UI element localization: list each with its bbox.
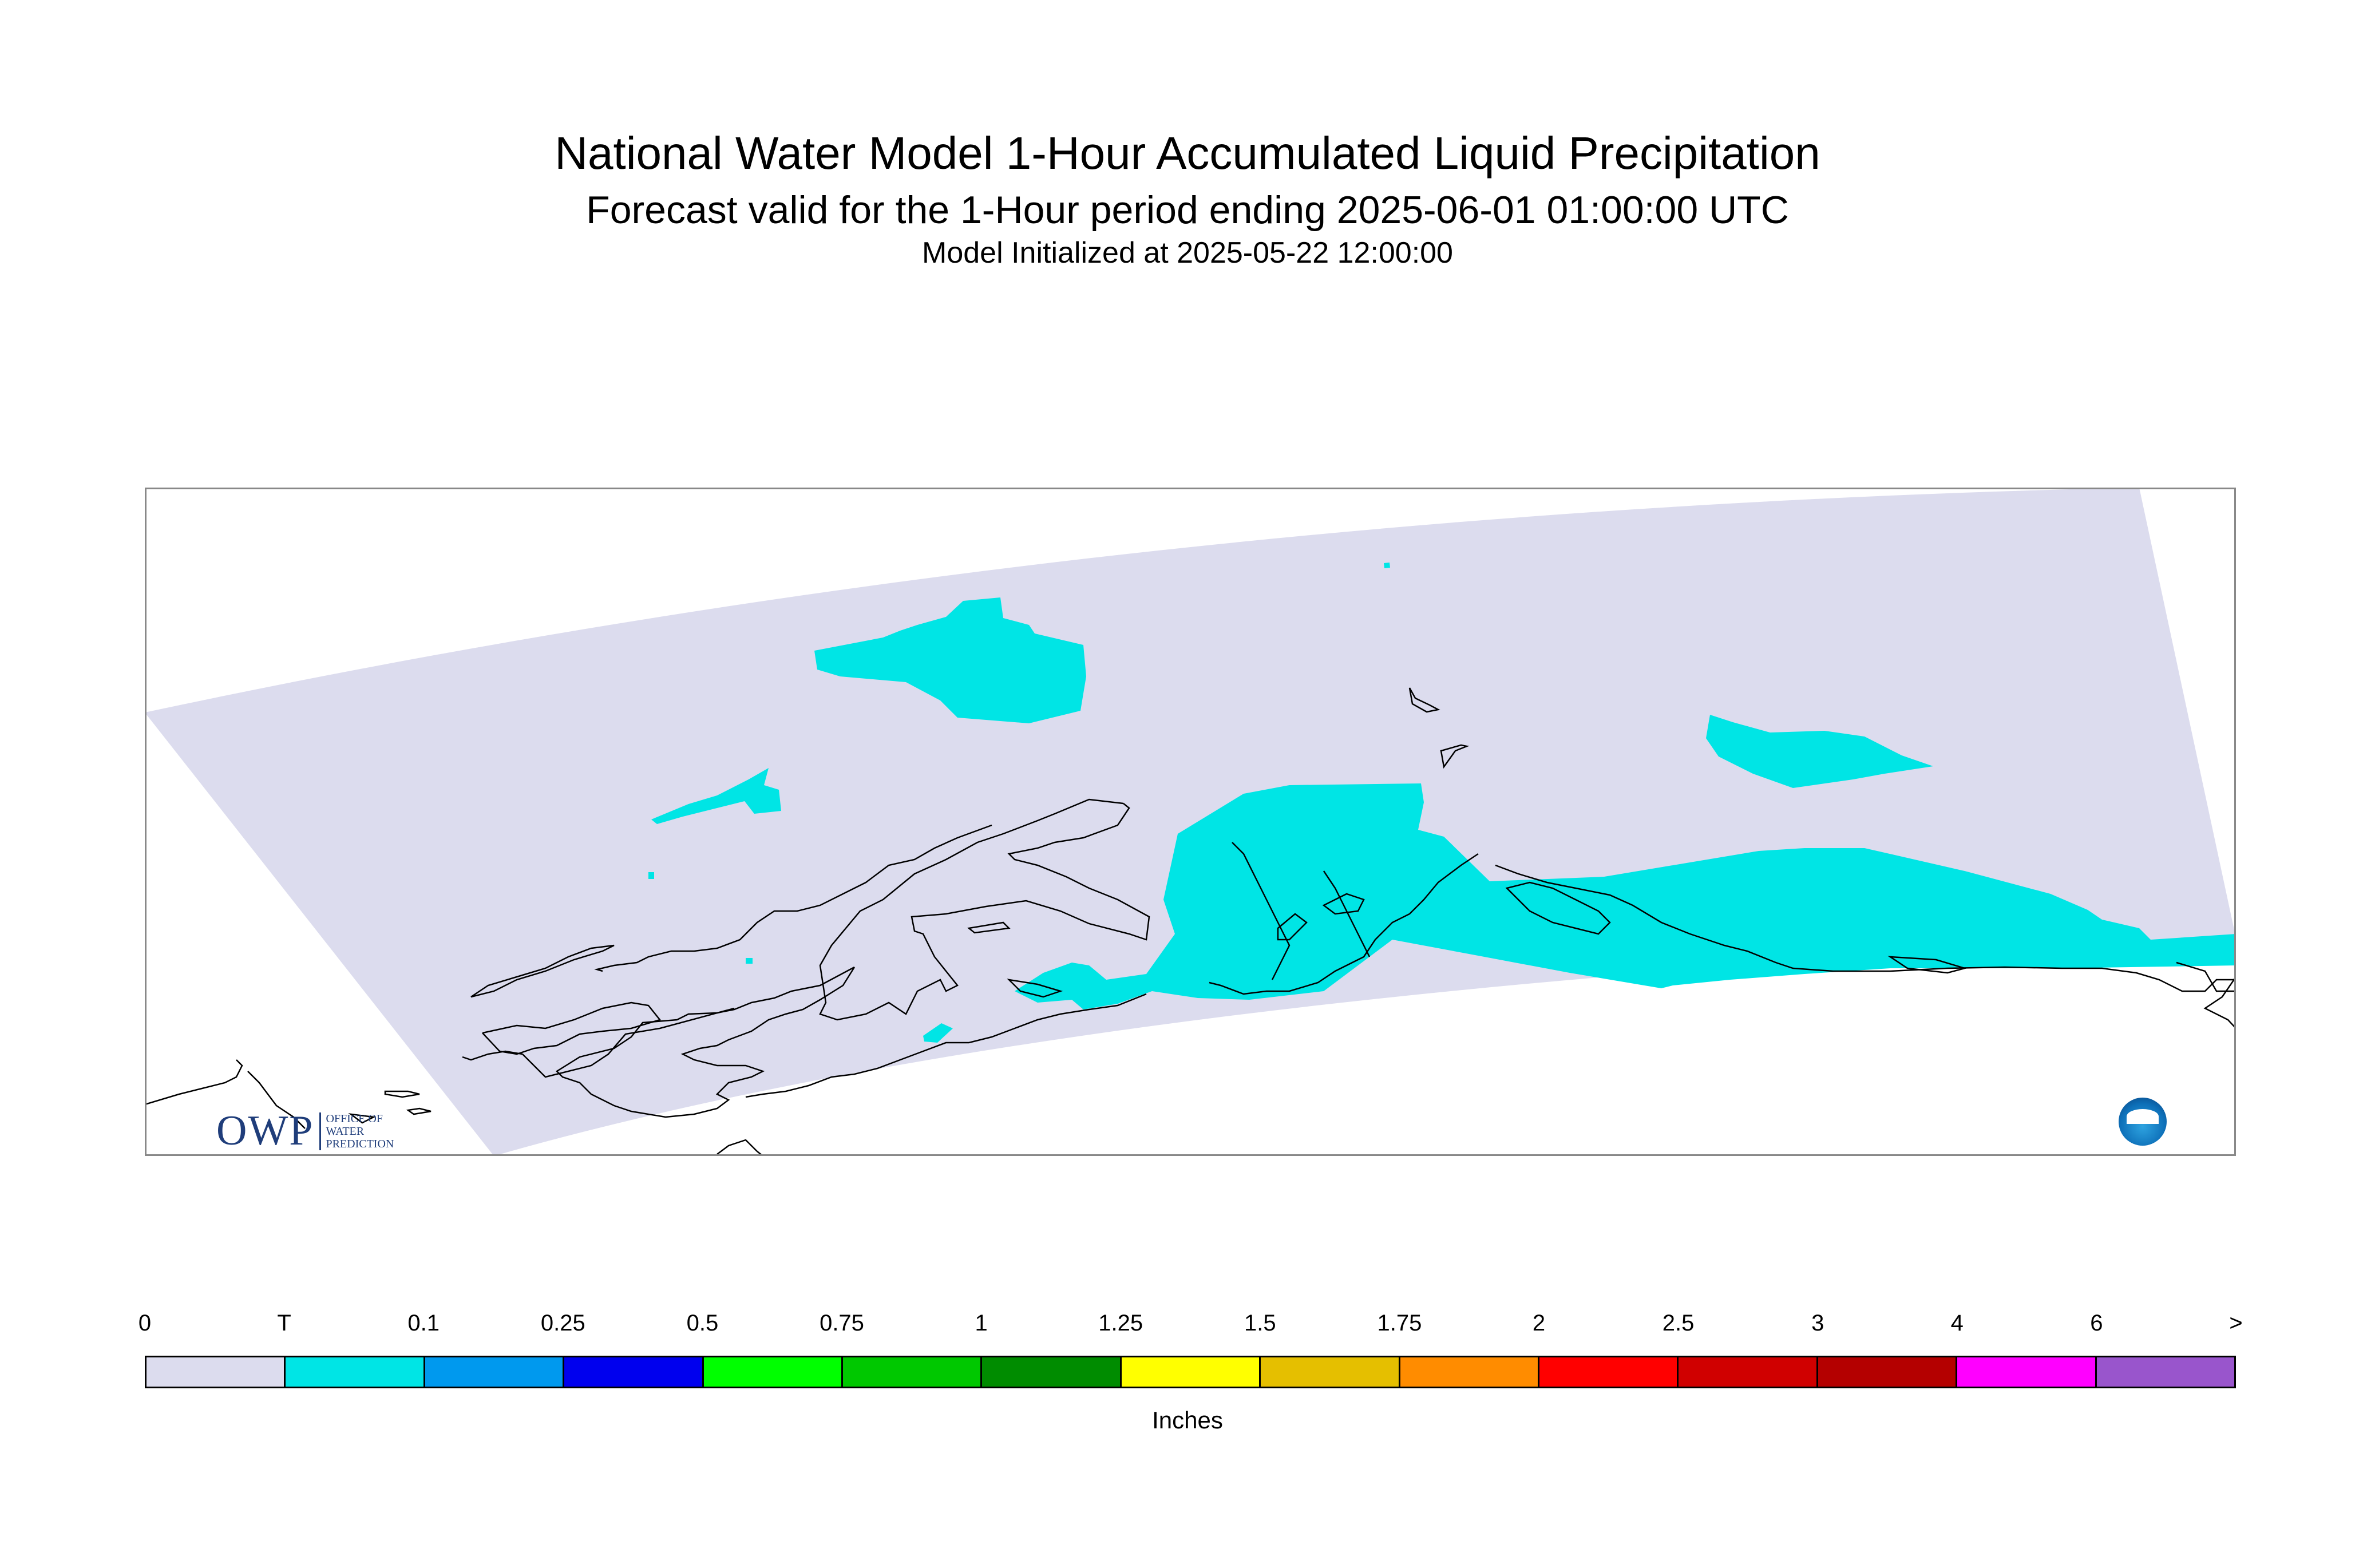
precip-area-small-west: [651, 768, 781, 824]
legend-swatch: [703, 1357, 844, 1387]
legend-tick-label: 2.5: [1662, 1310, 1695, 1336]
legend-tick-label: 3: [1811, 1310, 1824, 1336]
precip-area-speck-west: [648, 872, 654, 879]
legend-units-label: Inches: [1152, 1407, 1223, 1434]
legend-tick-label: 4: [1950, 1310, 1964, 1336]
legend-tick-label: 0: [138, 1310, 152, 1336]
noaa-logo-icon: [2119, 1098, 2167, 1146]
owp-name-line-1: OFFICE OF: [326, 1112, 383, 1125]
coastline-sw-islands: [348, 1090, 432, 1124]
precip-area-southwest-islet: [923, 1023, 953, 1043]
legend-swatch: [425, 1357, 565, 1387]
legend-swatch: [1400, 1357, 1540, 1387]
coastline-gulf: [1495, 864, 2236, 992]
model-init-line: Model Initialized at 2025-05-22 12:00:00: [922, 236, 1453, 270]
legend-swatch: [147, 1357, 286, 1387]
coastline-south-tip: [717, 1139, 763, 1156]
legend-swatch: [564, 1357, 704, 1387]
legend-tick-label: T: [277, 1310, 291, 1336]
precip-area-northwest: [814, 597, 1086, 723]
model-domain: [145, 488, 2236, 1156]
legend-swatch: [843, 1357, 983, 1387]
owp-name-line-2: WATER: [326, 1124, 365, 1138]
legend-tick-label: 1.75: [1377, 1310, 1422, 1336]
coastline-yukon-delta: [482, 1001, 662, 1055]
coastline-west-cape: [145, 1059, 306, 1129]
precip-area-speck-north: [1384, 563, 1390, 568]
legend-tick-label: >: [2229, 1310, 2243, 1336]
legend-swatch: [2096, 1357, 2235, 1387]
precipitation-map: [145, 488, 2236, 1156]
noaa-bird-shape: [2127, 1109, 2159, 1124]
legend-swatch: [1539, 1357, 1679, 1387]
precip-area-main: [1015, 783, 2236, 1009]
precip-area-speck-west2: [746, 958, 753, 964]
legend-swatch: [1679, 1357, 1818, 1387]
coastline-kodiak: [1277, 893, 1365, 941]
coastline-nunivak: [470, 944, 615, 998]
coastline-prince-william: [1505, 881, 1611, 935]
coastlines: [145, 687, 2236, 1156]
legend-swatch: [1121, 1357, 1261, 1387]
legend-tick-label: 1.5: [1244, 1310, 1276, 1336]
legend-swatch: [1261, 1357, 1400, 1387]
coastline-peninsula: [745, 993, 1147, 1098]
legend-tick-label: 0.5: [686, 1310, 719, 1336]
coastline-southeast: [2203, 976, 2236, 1029]
coastline-bristol: [462, 1007, 735, 1078]
legend-tick-label: 0.75: [820, 1310, 864, 1336]
coastline-north-slope: [594, 824, 992, 972]
coastline-alaska-range: [1232, 842, 1371, 980]
owp-name-line-3: PREDICTION: [326, 1137, 394, 1150]
precip-area-northeast: [1706, 715, 1933, 788]
legend-swatch: [286, 1357, 425, 1387]
legend-swatch: [1957, 1357, 2097, 1387]
coastline-little-islands: [1408, 687, 1470, 769]
coastline-cook-inlet: [1209, 853, 1479, 995]
legend-tick-label: 1: [975, 1310, 988, 1336]
owp-name-text: OFFICE OF WATER PREDICTION: [319, 1112, 394, 1150]
legend-color-bar: [145, 1356, 2236, 1388]
coastline-east-border: [2176, 961, 2236, 992]
legend-tick-label: 2: [1532, 1310, 1546, 1336]
legend-tick-label: 0.25: [540, 1310, 585, 1336]
precip-areas: [648, 563, 2236, 1043]
page-title: National Water Model 1-Hour Accumulated …: [555, 128, 1820, 179]
coastline-kuskokwim: [556, 966, 856, 1118]
legend-tick-label: 0.1: [407, 1310, 440, 1336]
legend-tick-label: 1.25: [1098, 1310, 1143, 1336]
map-frame: [145, 488, 2236, 1156]
coastline-seward: [819, 798, 1150, 1021]
legend-swatch: [1818, 1357, 1958, 1387]
legend-tick-labels: 0 T 0.1 0.25 0.5 0.75 1 1.25 1.5 1.75 2 2.5 3 4 6 >: [0, 1310, 2375, 1351]
coastline-inner-lakes: [967, 921, 1063, 998]
legend-swatch: [982, 1357, 1122, 1387]
legend-tick-label: 6: [2090, 1310, 2103, 1336]
owp-mark-text: OWP: [216, 1107, 314, 1154]
forecast-valid-subtitle: Forecast valid for the 1-Hour period end…: [586, 188, 1789, 232]
coastline-stlawrence: [1887, 956, 1968, 974]
owp-logo: OWP OFFICE OF WATER PREDICTION: [216, 1107, 394, 1155]
